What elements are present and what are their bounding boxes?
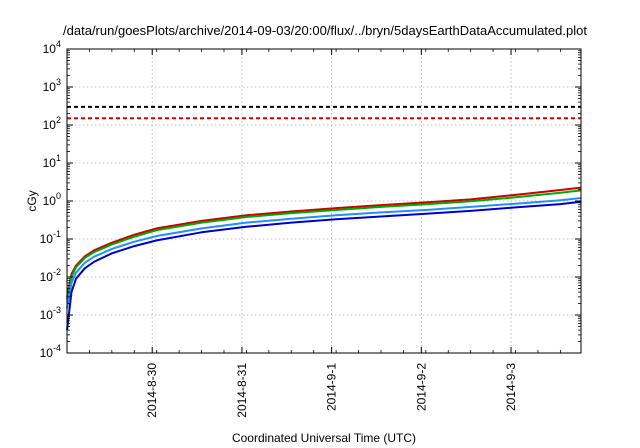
- y-tick-label-base: 10: [43, 194, 57, 208]
- y-tick-label-exponent: 2: [56, 115, 61, 125]
- y-tick-label: 103: [43, 77, 61, 94]
- y-tick-label: 10-4: [40, 343, 61, 360]
- chart-title: /data/run/goesPlots/archive/2014-09-03/2…: [63, 23, 587, 38]
- x-tick-label: 2014-8-30: [145, 363, 159, 418]
- y-tick-label: 104: [43, 39, 61, 56]
- y-tick-label: 10-1: [40, 229, 61, 246]
- y-tick-label: 102: [43, 115, 61, 132]
- series-line: [66, 189, 582, 301]
- y-tick-label-base: 10: [40, 232, 54, 246]
- y-tick-label: 101: [43, 153, 61, 170]
- grid-lines: [67, 49, 581, 353]
- x-axis-label: Coordinated Universal Time (UTC): [232, 431, 416, 445]
- series-line: [66, 200, 582, 331]
- y-tick-label-base: 10: [40, 270, 54, 284]
- y-tick-label-base: 10: [40, 346, 54, 360]
- y-axis-label: cGy: [25, 190, 39, 211]
- y-tick-label-exponent: -4: [53, 343, 61, 353]
- y-tick-label-exponent: 3: [56, 77, 61, 87]
- series-line: [66, 197, 582, 309]
- y-tick-label-exponent: -3: [53, 305, 61, 315]
- y-tick-label-exponent: 4: [56, 39, 61, 49]
- y-tick-label-base: 10: [43, 118, 57, 132]
- series-lines: [66, 186, 582, 331]
- x-tick-label: 2014-9-1: [325, 363, 339, 411]
- y-tick-label-base: 10: [40, 308, 54, 322]
- threshold-lines: [67, 105, 581, 120]
- y-tick-label-base: 10: [43, 156, 57, 170]
- y-tick-label-exponent: -1: [53, 229, 61, 239]
- x-axis-ticks: 2014-8-30 2014-8-31 2014-9-1 2014-9-2 2014-9…: [66, 49, 561, 418]
- x-tick-label: 2014-8-31: [235, 363, 249, 418]
- x-tick-label: 2014-9-3: [504, 363, 518, 411]
- y-tick-label-exponent: 1: [56, 153, 61, 163]
- y-tick-label-exponent: 0: [56, 191, 61, 201]
- x-tick-label: 2014-9-2: [414, 363, 428, 411]
- y-tick-label: 10-2: [40, 267, 61, 284]
- y-tick-label: 100: [43, 191, 61, 208]
- y-tick-label-exponent: -2: [53, 267, 61, 277]
- y-tick-label-base: 10: [43, 42, 57, 56]
- y-tick-label-base: 10: [43, 80, 57, 94]
- y-tick-label: 10-3: [40, 305, 61, 322]
- series-line: [66, 186, 582, 298]
